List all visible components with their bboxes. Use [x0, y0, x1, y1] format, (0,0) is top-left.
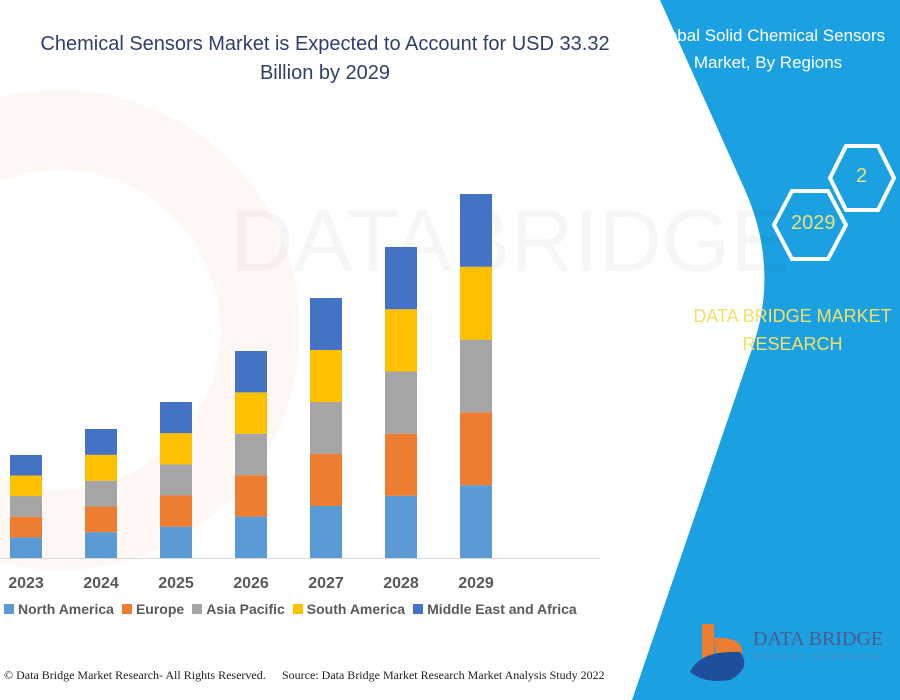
chart-title: Chemical Sensors Market is Expected to A…	[0, 30, 650, 88]
x-tick-label: 2028	[383, 575, 419, 592]
brand-line-1: DATA BRIDGE MARKET	[693, 306, 892, 326]
brand-line-2: RESEARCH	[742, 334, 843, 354]
logo-icon	[690, 624, 745, 681]
logo-text: DATA BRIDGE	[753, 628, 884, 650]
hex-year-secondary: 2	[856, 165, 868, 187]
legend-item: Middle East and Africa	[413, 601, 577, 617]
bar-segment-2025-south-america	[160, 433, 192, 465]
legend-item: South America	[292, 601, 406, 617]
side-title-line-2: Market, By Regions	[693, 53, 843, 72]
bar-segment-2024-middle-east-and-africa	[85, 428, 117, 455]
bar-segment-2024-south-america	[85, 454, 117, 481]
legend-swatch	[192, 604, 203, 614]
legend-swatch	[292, 604, 303, 614]
bar-segment-2029-north-america	[460, 485, 492, 558]
bar-segment-2026-middle-east-and-africa	[235, 350, 267, 393]
legend-label: North America	[18, 601, 114, 617]
bar-segment-2025-middle-east-and-africa	[160, 402, 192, 434]
chart-legend: North America Europe Asia Pacific South Ame…	[4, 601, 634, 617]
hex-year-2029: 2029	[791, 212, 836, 234]
legend-item: Europe	[121, 601, 185, 617]
x-tick-label: 2023	[8, 575, 44, 592]
bar-segment-2023-north-america	[10, 537, 42, 558]
legend-label: Middle East and Africa	[427, 601, 577, 617]
legend-swatch	[4, 604, 14, 614]
x-tick-label: 2026	[233, 575, 269, 592]
x-tick-label: 2025	[158, 575, 194, 592]
watermark-logo-arc	[0, 90, 300, 570]
bar-segment-2025-asia-pacific	[160, 464, 192, 496]
bar-segment-2023-middle-east-and-africa	[10, 454, 42, 476]
chart-title-line-2: Billion by 2029	[259, 62, 391, 84]
bar-segment-2029-asia-pacific	[460, 339, 492, 413]
bar-segment-2026-asia-pacific	[235, 433, 267, 476]
bar-segment-2027-europe	[310, 454, 342, 506]
bar-segment-2028-europe	[385, 433, 417, 496]
source-text: Source: Data Bridge Market Research Mark…	[282, 668, 605, 682]
logo-subtext: MARKET RESEARCH	[755, 654, 885, 661]
x-tick-label: 2027	[308, 575, 344, 592]
copyright-text: © Data Bridge Market Research- All Right…	[4, 668, 266, 682]
hexagon-2029	[771, 189, 849, 261]
bar-segment-2023-asia-pacific	[10, 496, 42, 517]
bar-segment-2024-asia-pacific	[85, 480, 117, 507]
bar-segment-2028-middle-east-and-africa	[385, 246, 417, 310]
x-tick-label: 2029	[458, 575, 494, 592]
brand-text: DATA BRIDGE MARKET RESEARCH	[690, 302, 895, 358]
legend-swatch	[121, 604, 132, 614]
bar-segment-2023-europe	[10, 516, 42, 538]
legend-item: North America	[4, 601, 114, 617]
bar-segment-2027-south-america	[310, 350, 342, 402]
bar-segment-2028-south-america	[385, 309, 417, 372]
legend-label: Europe	[135, 601, 185, 617]
bar-segment-2027-middle-east-and-africa	[310, 298, 342, 350]
bar-segment-2026-south-america	[235, 392, 267, 434]
bar-segment-2025-europe	[160, 495, 192, 527]
chart-title-line-1: Chemical Sensors Market is Expected to A…	[40, 33, 610, 55]
bar-segment-2024-north-america	[85, 532, 117, 558]
legend-label: South America	[306, 601, 406, 617]
bar-segment-2027-north-america	[310, 506, 342, 558]
bar-segment-2025-north-america	[160, 526, 192, 558]
legend-item: Asia Pacific	[192, 601, 285, 617]
bar-segment-2027-asia-pacific	[310, 402, 342, 454]
bar-segment-2029-europe	[460, 412, 492, 486]
bar-segment-2028-north-america	[385, 495, 417, 558]
bar-segment-2028-asia-pacific	[385, 371, 417, 434]
bar-segment-2023-south-america	[10, 475, 42, 497]
legend-label: Asia Pacific	[206, 601, 285, 617]
bar-segment-2026-north-america	[235, 516, 267, 558]
side-title-line-1: Global Solid Chemical Sensors	[650, 26, 886, 45]
bar-segment-2029-south-america	[460, 266, 492, 340]
bar-segment-2026-europe	[235, 475, 267, 517]
legend-swatch	[413, 604, 424, 614]
side-panel-title: Global Solid Chemical Sensors Market, By…	[642, 22, 894, 76]
bar-segment-2024-europe	[85, 506, 117, 533]
bar-segment-2029-middle-east-and-africa	[460, 194, 492, 267]
hexagon-secondary	[827, 144, 897, 212]
x-tick-label: 2024	[83, 575, 119, 592]
